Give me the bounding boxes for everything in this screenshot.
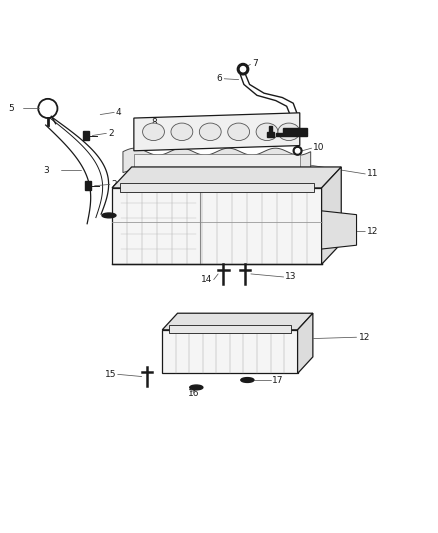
Text: 6: 6 — [217, 74, 223, 83]
Text: 16: 16 — [188, 389, 200, 398]
Text: 8: 8 — [151, 118, 157, 127]
Polygon shape — [297, 313, 313, 374]
Text: 13: 13 — [286, 272, 297, 281]
Bar — [120, 183, 314, 192]
Text: 12: 12 — [367, 227, 379, 236]
Text: 7: 7 — [252, 59, 258, 68]
Circle shape — [295, 149, 300, 153]
Polygon shape — [321, 211, 357, 249]
Text: 3: 3 — [43, 166, 49, 175]
Text: 9: 9 — [286, 127, 292, 136]
Ellipse shape — [278, 123, 300, 141]
Text: 12: 12 — [359, 333, 370, 342]
Text: 2: 2 — [108, 129, 114, 138]
Ellipse shape — [256, 123, 278, 141]
Ellipse shape — [171, 123, 193, 141]
Ellipse shape — [143, 123, 164, 141]
Ellipse shape — [228, 123, 250, 141]
Bar — [112, 188, 321, 264]
Bar — [269, 126, 272, 132]
Text: 2: 2 — [112, 180, 117, 189]
Polygon shape — [134, 113, 300, 151]
Text: 15: 15 — [105, 370, 117, 379]
Circle shape — [293, 147, 302, 155]
Text: 14: 14 — [201, 275, 212, 284]
Text: 17: 17 — [272, 376, 284, 384]
Text: 4: 4 — [116, 108, 122, 117]
Bar — [134, 154, 300, 171]
Text: 5: 5 — [8, 104, 14, 113]
Circle shape — [237, 63, 249, 75]
Ellipse shape — [190, 385, 203, 390]
Polygon shape — [162, 313, 313, 330]
Bar — [83, 131, 89, 140]
Bar — [162, 330, 297, 374]
Circle shape — [240, 67, 246, 72]
Ellipse shape — [199, 123, 221, 141]
Bar — [283, 128, 307, 133]
Ellipse shape — [241, 377, 254, 382]
Polygon shape — [123, 148, 311, 175]
Text: 11: 11 — [367, 169, 378, 179]
Polygon shape — [321, 167, 341, 264]
Text: 10: 10 — [313, 143, 325, 152]
Bar — [268, 132, 274, 137]
Bar — [276, 133, 307, 136]
Text: 1: 1 — [132, 211, 138, 220]
Polygon shape — [112, 167, 341, 188]
Ellipse shape — [102, 213, 116, 218]
Bar — [169, 326, 291, 333]
Bar — [85, 181, 91, 190]
